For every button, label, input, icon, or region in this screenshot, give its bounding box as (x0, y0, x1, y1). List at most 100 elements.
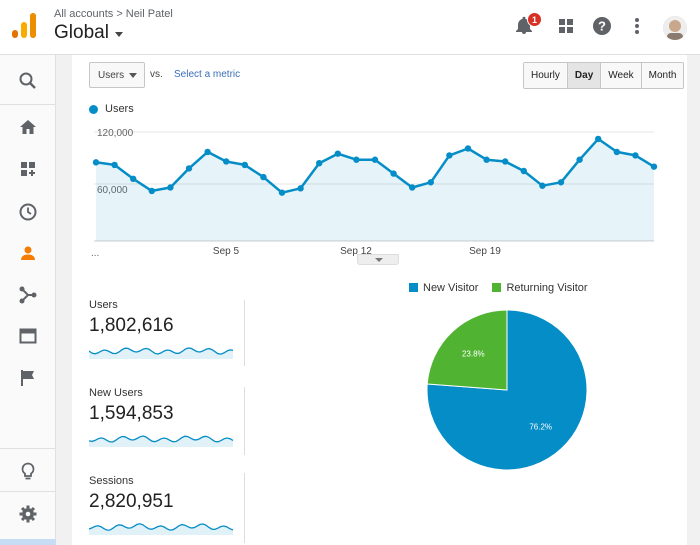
legend-swatch (492, 283, 502, 292)
users-data-point[interactable] (297, 185, 304, 192)
stat-new-users[interactable]: New Users 1,594,853 (89, 387, 249, 447)
users-area-fill (96, 138, 654, 241)
stat-label: Sessions (89, 475, 134, 487)
stat-sparkline (89, 435, 234, 447)
users-data-point[interactable] (167, 184, 174, 191)
users-data-point[interactable] (576, 156, 583, 163)
vs-label: vs. (150, 69, 163, 80)
stat-value: 1,802,616 (89, 315, 174, 336)
notification-badge: 1 (527, 12, 542, 27)
users-data-point[interactable] (334, 150, 341, 157)
stat-sessions[interactable]: Sessions 2,820,951 (89, 475, 249, 535)
x-tick-label: Sep 19 (469, 246, 501, 257)
search-icon[interactable] (17, 70, 39, 92)
users-data-point[interactable] (260, 173, 267, 181)
stat-label: Users (89, 299, 118, 311)
users-data-point[interactable] (278, 189, 286, 196)
breadcrumb[interactable]: All accounts > Neil Patel (54, 8, 173, 20)
sidebar-divider (0, 448, 56, 449)
breadcrumb-account[interactable]: Neil Patel (125, 8, 173, 20)
legend-swatch (409, 283, 418, 292)
breadcrumb-separator: > (116, 8, 123, 20)
users-data-point[interactable] (148, 187, 155, 195)
sparkline-fill (89, 436, 233, 447)
metric-dropdown-value: Users (98, 69, 125, 81)
users-data-point[interactable] (539, 182, 546, 189)
legend-item-returning-visitor: Returning Visitor (492, 282, 588, 294)
home-icon[interactable] (17, 116, 39, 138)
help-icon[interactable]: ? (592, 16, 612, 36)
svg-text:?: ? (598, 19, 606, 34)
acquisition-icon[interactable] (17, 284, 39, 306)
users-data-point[interactable] (557, 179, 565, 186)
period-week-button[interactable]: Week (601, 63, 642, 88)
legend-label: New Visitor (423, 282, 479, 294)
overview-card: Users vs. Select a metric Hourly Day Wee… (72, 55, 687, 545)
users-data-point[interactable] (316, 160, 323, 167)
breadcrumb-root[interactable]: All accounts (54, 8, 114, 20)
users-data-point[interactable] (483, 156, 490, 163)
users-data-point[interactable] (371, 156, 379, 163)
more-vert-icon[interactable] (627, 16, 647, 36)
users-data-point[interactable] (502, 158, 509, 165)
users-data-point[interactable] (130, 175, 137, 182)
y-tick-label: 60,000 (97, 185, 128, 196)
users-data-point[interactable] (185, 165, 193, 172)
stat-sparkline (89, 523, 234, 535)
apps-grid-icon[interactable] (556, 16, 576, 36)
admin-gear-icon[interactable] (17, 503, 39, 525)
chart-collapse-toggle[interactable] (357, 254, 399, 265)
x-tick-label: Sep 5 (213, 246, 240, 257)
stat-label: New Users (89, 387, 143, 399)
analytics-logo-icon[interactable] (12, 12, 38, 40)
pie-legend: New Visitor Returning Visitor (409, 282, 588, 294)
sidebar-divider (0, 104, 56, 105)
select-metric-link[interactable]: Select a metric (174, 69, 241, 80)
users-data-point[interactable] (613, 148, 620, 156)
audience-person-icon[interactable] (17, 242, 39, 264)
view-selector[interactable]: Global (54, 22, 123, 44)
users-data-point[interactable] (111, 161, 118, 169)
sparkline-line (89, 347, 234, 355)
users-line-chart[interactable]: 120,000 60,000 ... Sep 5 Sep 12 Sep 19 (72, 121, 687, 261)
customization-icon[interactable] (17, 158, 39, 180)
top-bar: All accounts > Neil Patel Global 1 ? (0, 0, 700, 55)
users-data-point[interactable] (353, 156, 360, 163)
users-data-point[interactable] (632, 152, 639, 159)
line-chart-legend: Users (89, 103, 134, 115)
pie-slice-label: 23.8% (462, 350, 485, 359)
period-day-button[interactable]: Day (567, 63, 602, 88)
period-hourly-button[interactable]: Hourly (524, 63, 568, 88)
pie-slice-returning-visitor[interactable] (426, 309, 508, 391)
users-data-point[interactable] (204, 148, 211, 156)
behavior-icon[interactable] (17, 325, 39, 347)
stat-users[interactable]: Users 1,802,616 (89, 299, 249, 359)
users-data-point[interactable] (409, 184, 416, 191)
legend-label-users: Users (105, 103, 134, 115)
metric-dropdown[interactable]: Users (89, 62, 145, 88)
stat-divider (244, 387, 245, 455)
sidebar (0, 55, 56, 545)
users-data-point[interactable] (520, 167, 527, 175)
sparkline-line (89, 523, 234, 531)
users-data-point[interactable] (464, 145, 472, 152)
users-data-point[interactable] (446, 152, 453, 159)
visitor-type-pie-chart[interactable]: 76.2% 23.8% (412, 305, 602, 480)
users-data-point[interactable] (427, 179, 434, 186)
users-data-point[interactable] (650, 163, 658, 170)
discover-bulb-icon[interactable] (17, 460, 39, 482)
stat-divider (244, 300, 245, 366)
period-month-button[interactable]: Month (641, 63, 684, 88)
users-data-point[interactable] (241, 161, 248, 169)
users-data-point[interactable] (390, 170, 397, 177)
stat-value: 2,820,951 (89, 491, 174, 512)
conversions-flag-icon[interactable] (17, 367, 39, 389)
avatar[interactable] (663, 16, 687, 40)
y-tick-label: 120,000 (97, 128, 134, 139)
users-data-point[interactable] (92, 159, 100, 166)
realtime-clock-icon[interactable] (17, 201, 39, 223)
users-data-point[interactable] (595, 135, 602, 143)
period-toggle: Hourly Day Week Month (523, 62, 685, 89)
users-data-point[interactable] (223, 158, 230, 165)
chevron-down-icon (129, 73, 137, 78)
